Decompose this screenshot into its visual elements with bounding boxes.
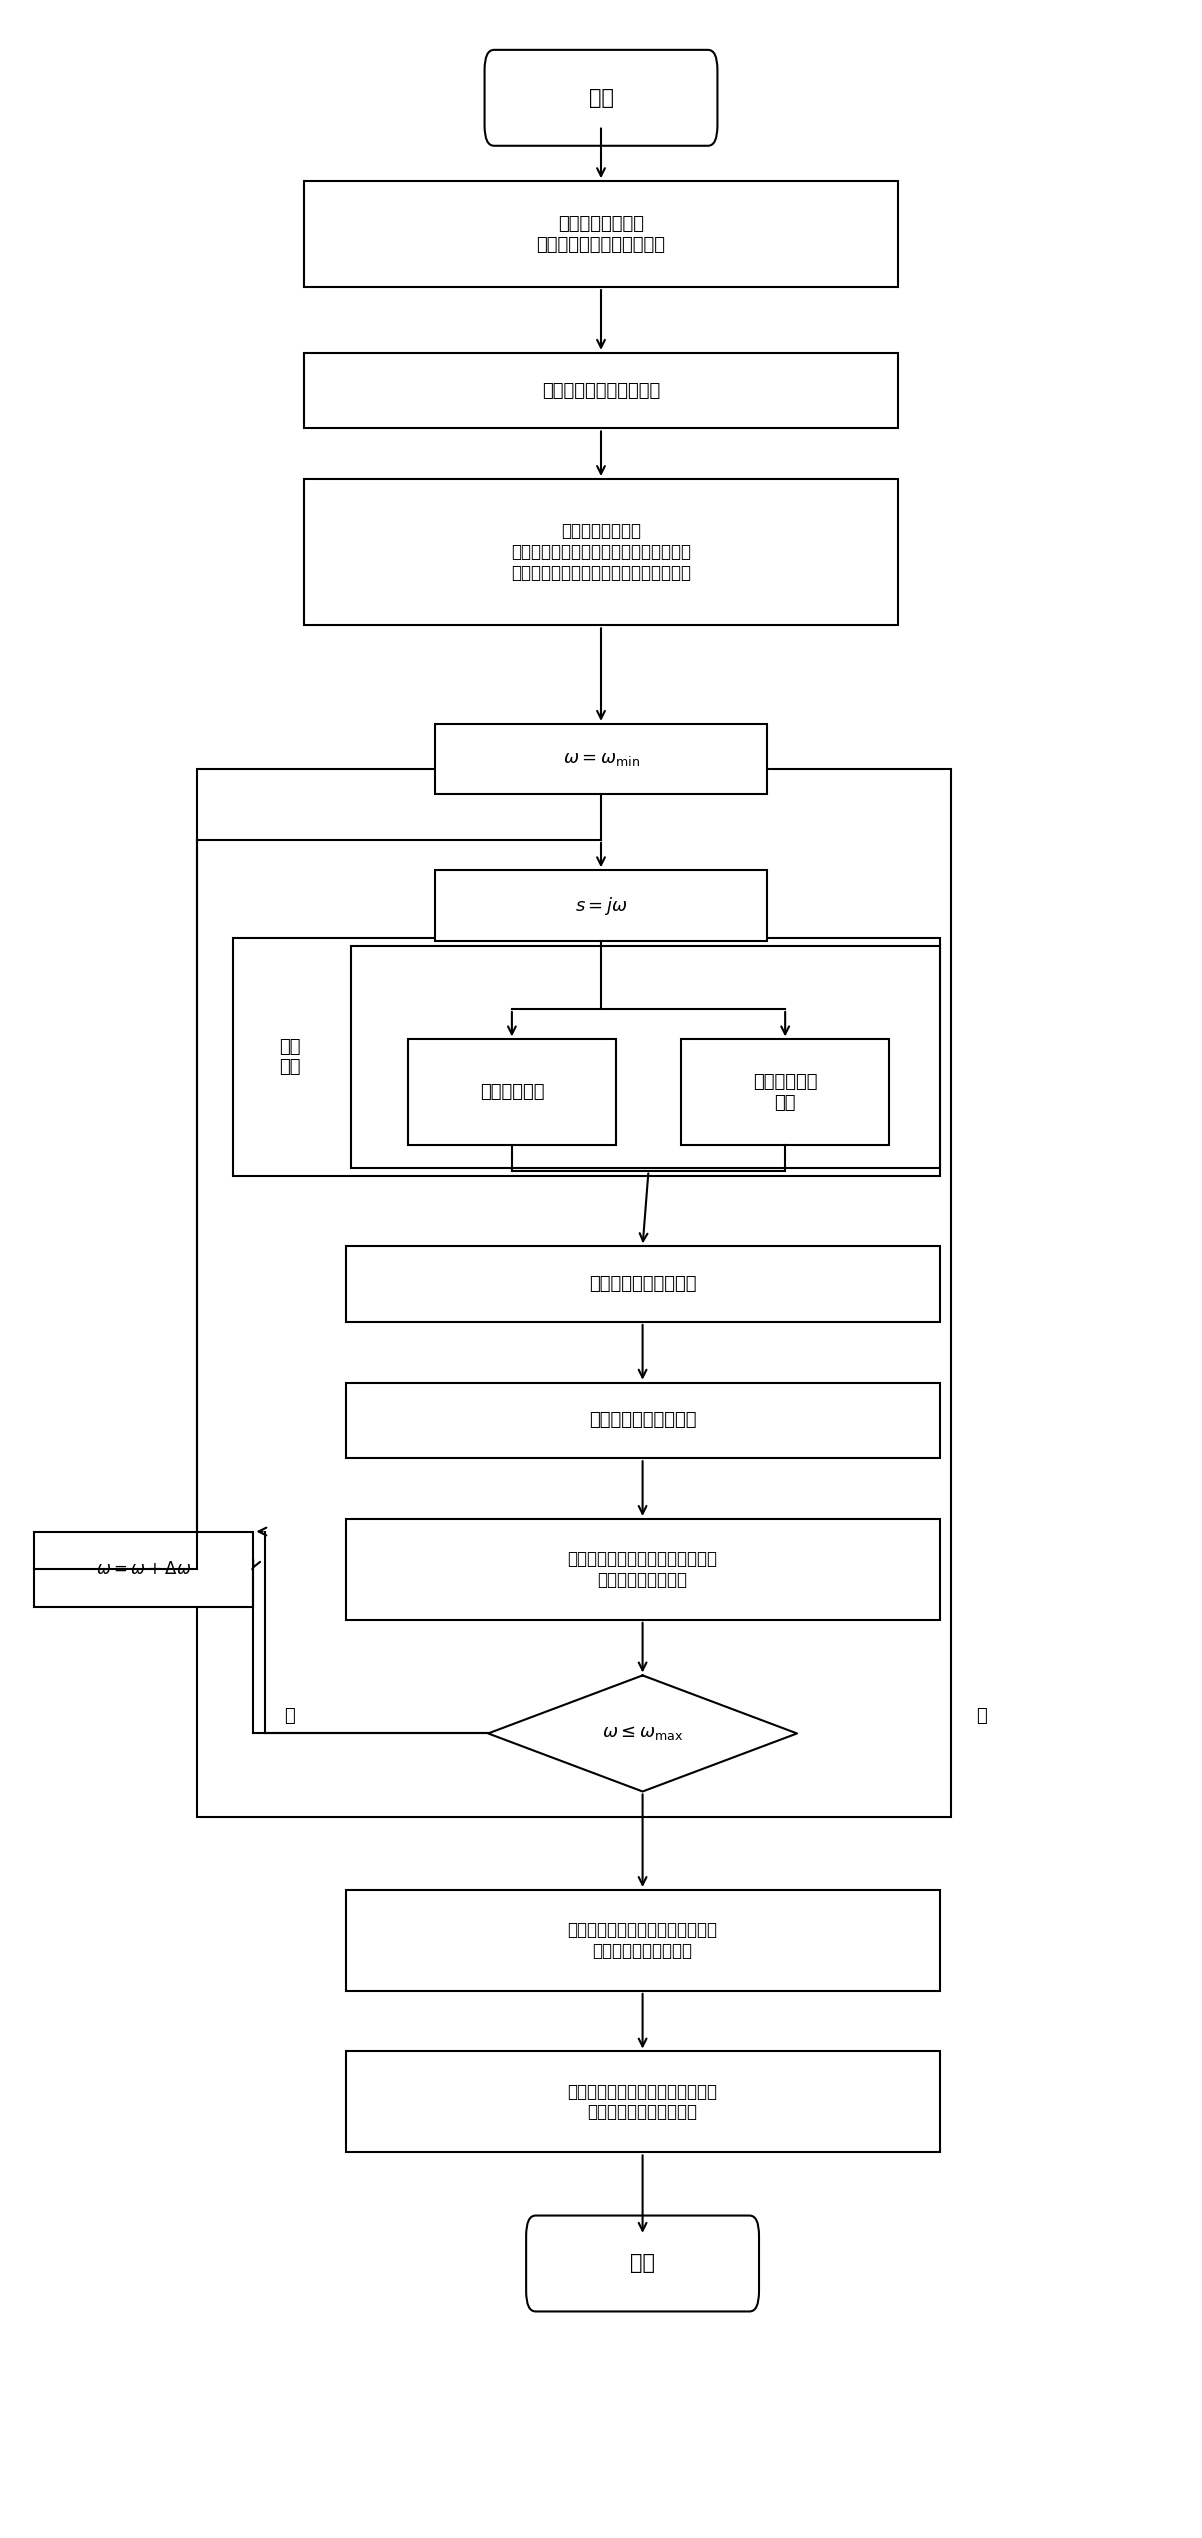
Bar: [435, 723, 767, 794]
FancyBboxPatch shape: [484, 51, 718, 145]
Bar: [682, 1038, 889, 1145]
Text: 否: 否: [976, 1706, 987, 1726]
Bar: [304, 480, 898, 624]
Text: 是: 是: [285, 1706, 294, 1726]
Text: 用户输入系统参数
（工频功率、基准容量等）: 用户输入系统参数 （工频功率、基准容量等）: [536, 216, 666, 254]
Text: 用户输入设置参数
（上下截止频率、扫频步长、非工频电流
注入节点编号、换流站母线节点编号等）: 用户输入设置参数 （上下截止频率、扫频步长、非工频电流 注入节点编号、换流站母线…: [511, 523, 691, 581]
Bar: [345, 1383, 940, 1459]
Text: 生成非工频电流注入节点与换流站
母线节点宽频互阻抗图: 生成非工频电流注入节点与换流站 母线节点宽频互阻抗图: [567, 1921, 718, 1959]
Text: $\omega = \omega_{\min}$: $\omega = \omega_{\min}$: [563, 751, 639, 769]
Text: $\omega = \omega + \Delta\omega$: $\omega = \omega + \Delta\omega$: [96, 1561, 191, 1579]
Bar: [304, 180, 898, 287]
Text: 元件宽频导纳
模型: 元件宽频导纳 模型: [752, 1074, 817, 1112]
Text: 存储非工频电流注入节点与换流站
母线节点宽频互阻抗: 存储非工频电流注入节点与换流站 母线节点宽频互阻抗: [567, 1551, 718, 1589]
FancyBboxPatch shape: [526, 2216, 758, 2312]
Bar: [345, 1518, 940, 1619]
Bar: [304, 353, 898, 429]
Bar: [435, 871, 767, 942]
Text: 求解网络宽频阻抗矩阵: 求解网络宽频阻抗矩阵: [589, 1411, 696, 1429]
Text: 节点
分析: 节点 分析: [279, 1038, 300, 1076]
Text: 结束: 结束: [630, 2254, 655, 2274]
Bar: [345, 1891, 940, 1990]
Bar: [233, 939, 940, 1175]
Polygon shape: [488, 1675, 797, 1792]
Bar: [345, 1246, 940, 1322]
Bar: [345, 2051, 940, 2152]
Text: 读取系统拓扑和设备参数: 读取系统拓扑和设备参数: [542, 381, 660, 398]
Text: 评估排序各非工频电流注入节点对
换流站母线电压影响大小: 评估排序各非工频电流注入节点对 换流站母线电压影响大小: [567, 2084, 718, 2122]
Text: 元件拓扑关系: 元件拓扑关系: [480, 1084, 545, 1101]
Text: 开始: 开始: [589, 89, 613, 107]
Text: 网络宽频导纳矩阵模型: 网络宽频导纳矩阵模型: [589, 1274, 696, 1294]
Bar: [34, 1530, 254, 1607]
Bar: [407, 1038, 615, 1145]
Text: $s = j\omega$: $s = j\omega$: [575, 893, 627, 916]
Bar: [197, 769, 952, 1817]
Bar: [351, 947, 940, 1167]
Text: $\omega \leq \omega_{\max}$: $\omega \leq \omega_{\max}$: [602, 1723, 683, 1744]
